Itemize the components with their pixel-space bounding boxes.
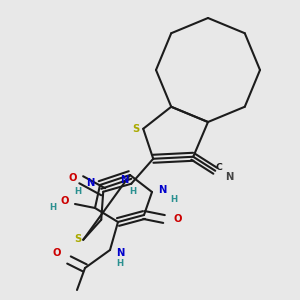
- Text: O: O: [61, 196, 69, 206]
- Text: N: N: [225, 172, 233, 182]
- Text: H: H: [170, 194, 178, 203]
- Text: O: O: [174, 214, 182, 224]
- Text: O: O: [69, 173, 77, 183]
- Text: N: N: [86, 178, 94, 188]
- Text: H: H: [74, 188, 82, 196]
- Text: H: H: [50, 203, 57, 212]
- Text: N: N: [120, 175, 128, 185]
- Text: N: N: [116, 248, 124, 258]
- Text: H: H: [116, 260, 124, 268]
- Text: S: S: [133, 124, 140, 134]
- Text: H: H: [130, 187, 137, 196]
- Text: O: O: [53, 248, 61, 258]
- Text: S: S: [75, 234, 82, 244]
- Text: N: N: [158, 185, 166, 195]
- Text: C: C: [216, 163, 223, 172]
